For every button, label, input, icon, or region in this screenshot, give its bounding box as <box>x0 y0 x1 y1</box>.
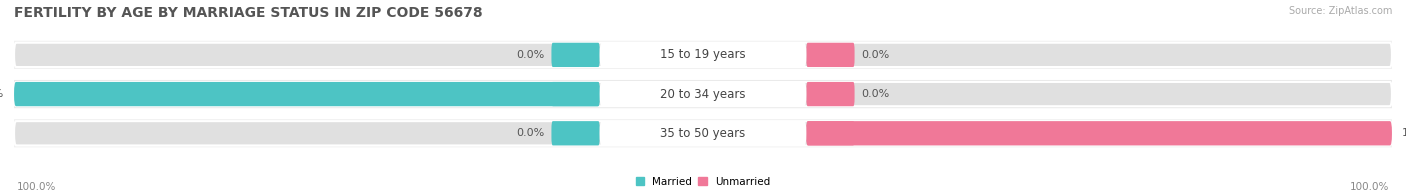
Text: 100.0%: 100.0% <box>17 182 56 192</box>
Text: 0.0%: 0.0% <box>516 50 544 60</box>
FancyBboxPatch shape <box>14 82 1392 106</box>
FancyBboxPatch shape <box>14 82 599 106</box>
Text: 100.0%: 100.0% <box>0 89 4 99</box>
FancyBboxPatch shape <box>807 121 1392 145</box>
FancyBboxPatch shape <box>599 121 807 145</box>
FancyBboxPatch shape <box>14 119 1392 147</box>
FancyBboxPatch shape <box>14 121 1392 145</box>
FancyBboxPatch shape <box>14 43 1392 67</box>
FancyBboxPatch shape <box>551 82 599 106</box>
Text: 0.0%: 0.0% <box>862 50 890 60</box>
Text: 0.0%: 0.0% <box>516 128 544 138</box>
Legend: Married, Unmarried: Married, Unmarried <box>631 172 775 191</box>
FancyBboxPatch shape <box>807 121 855 145</box>
Text: 0.0%: 0.0% <box>862 89 890 99</box>
FancyBboxPatch shape <box>14 80 1392 108</box>
Text: 100.0%: 100.0% <box>1350 182 1389 192</box>
FancyBboxPatch shape <box>807 82 855 106</box>
FancyBboxPatch shape <box>551 43 599 67</box>
Text: Source: ZipAtlas.com: Source: ZipAtlas.com <box>1288 6 1392 16</box>
Text: 100.0%: 100.0% <box>1402 128 1406 138</box>
FancyBboxPatch shape <box>14 41 1392 69</box>
Text: 20 to 34 years: 20 to 34 years <box>661 88 745 101</box>
Text: 15 to 19 years: 15 to 19 years <box>661 48 745 61</box>
Text: 35 to 50 years: 35 to 50 years <box>661 127 745 140</box>
FancyBboxPatch shape <box>551 121 599 145</box>
Text: FERTILITY BY AGE BY MARRIAGE STATUS IN ZIP CODE 56678: FERTILITY BY AGE BY MARRIAGE STATUS IN Z… <box>14 6 482 20</box>
FancyBboxPatch shape <box>807 43 855 67</box>
FancyBboxPatch shape <box>599 82 807 106</box>
FancyBboxPatch shape <box>599 43 807 67</box>
